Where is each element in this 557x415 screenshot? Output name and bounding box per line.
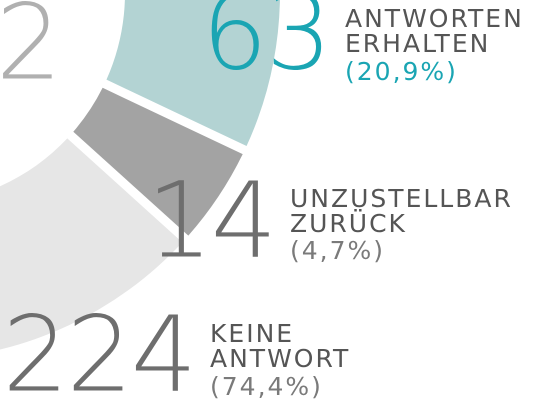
- value-label: 224: [2, 293, 195, 415]
- category-label: ERHALTEN: [345, 29, 490, 58]
- category-label: ANTWORT: [210, 344, 350, 373]
- category-label: UNZUSTELLBAR: [290, 184, 513, 213]
- category-label: ZURÜCK: [290, 209, 407, 238]
- category-label: ANTWORTEN: [345, 4, 524, 33]
- donut-segment: [73, 87, 243, 236]
- value-label: 14: [147, 159, 275, 281]
- center-label: 22: [0, 0, 60, 103]
- percent-label: (4,7%): [290, 236, 385, 265]
- percent-label: (20,9%): [345, 57, 458, 86]
- value-label: 63: [202, 0, 330, 93]
- category-label: KEINE: [210, 319, 294, 348]
- donut-segment: [0, 0, 183, 350]
- donut-segment: [106, 0, 280, 147]
- donut: [0, 0, 280, 350]
- percent-label: (74,4%): [210, 372, 323, 401]
